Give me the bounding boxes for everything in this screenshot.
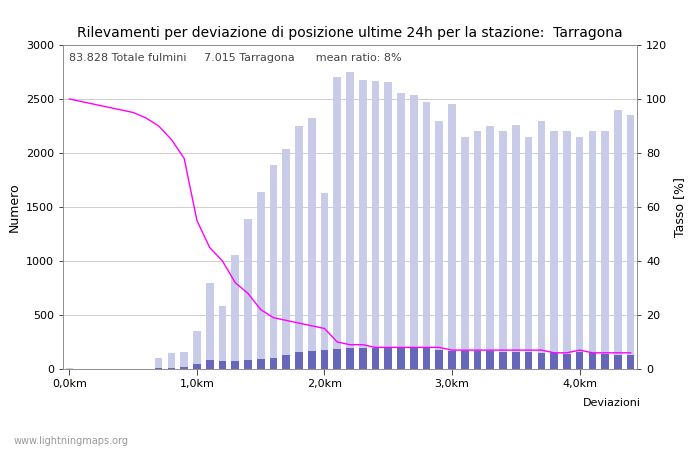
Bar — [410, 347, 418, 369]
Bar — [563, 354, 570, 369]
Bar — [448, 104, 456, 369]
Bar — [257, 192, 265, 369]
Bar — [155, 358, 162, 369]
Bar — [626, 115, 634, 369]
Bar — [384, 348, 392, 369]
Bar — [167, 368, 175, 369]
Text: www.lightningmaps.org: www.lightningmaps.org — [14, 436, 129, 446]
Bar — [218, 306, 226, 369]
Bar — [359, 80, 367, 369]
Bar — [397, 93, 405, 369]
Bar — [333, 349, 341, 369]
Bar — [270, 165, 277, 369]
Bar — [218, 361, 226, 369]
Bar — [308, 118, 316, 369]
Bar — [474, 351, 482, 369]
Bar — [499, 352, 507, 369]
Bar — [601, 131, 609, 369]
Bar — [167, 353, 175, 369]
Bar — [525, 137, 533, 369]
Bar — [423, 348, 430, 369]
Bar — [257, 359, 265, 369]
Bar — [448, 351, 456, 369]
Bar — [435, 121, 443, 369]
Bar — [346, 72, 354, 369]
Bar — [589, 353, 596, 369]
Bar — [321, 350, 328, 369]
Bar — [589, 131, 596, 369]
Bar — [550, 131, 558, 369]
Bar — [181, 367, 188, 369]
Bar — [308, 351, 316, 369]
Bar — [486, 351, 494, 369]
Bar — [232, 255, 239, 369]
Bar — [614, 110, 622, 369]
Bar — [512, 352, 519, 369]
Bar — [576, 137, 583, 369]
Bar — [397, 348, 405, 369]
Bar — [359, 348, 367, 369]
Text: Deviazioni: Deviazioni — [582, 398, 640, 408]
Bar — [461, 351, 468, 369]
Bar — [193, 364, 201, 369]
Title: Rilevamenti per deviazione di posizione ultime 24h per la stazione:  Tarragona: Rilevamenti per deviazione di posizione … — [77, 26, 623, 40]
Bar — [474, 131, 482, 369]
Bar — [486, 126, 494, 369]
Y-axis label: Numero: Numero — [7, 182, 20, 232]
Bar — [282, 355, 290, 369]
Bar — [295, 352, 303, 369]
Bar — [576, 352, 583, 369]
Bar — [244, 360, 252, 369]
Bar — [423, 102, 430, 369]
Bar — [435, 350, 443, 369]
Bar — [538, 121, 545, 369]
Bar — [384, 82, 392, 369]
Bar — [295, 126, 303, 369]
Bar — [512, 125, 519, 369]
Bar — [270, 358, 277, 369]
Bar — [525, 352, 533, 369]
Bar — [372, 348, 379, 369]
Bar — [232, 361, 239, 369]
Bar — [181, 352, 188, 369]
Bar — [346, 348, 354, 369]
Y-axis label: Tasso [%]: Tasso [%] — [673, 177, 686, 237]
Bar — [601, 354, 609, 369]
Bar — [563, 131, 570, 369]
Bar — [244, 219, 252, 369]
Bar — [282, 148, 290, 369]
Bar — [614, 355, 622, 369]
Bar — [410, 94, 418, 369]
Bar — [461, 137, 468, 369]
Bar — [499, 131, 507, 369]
Bar — [333, 77, 341, 369]
Bar — [550, 353, 558, 369]
Bar — [193, 331, 201, 369]
Text: 83.828 Totale fulmini     7.015 Tarragona      mean ratio: 8%: 83.828 Totale fulmini 7.015 Tarragona me… — [69, 53, 401, 63]
Bar — [206, 360, 214, 369]
Bar — [321, 193, 328, 369]
Bar — [626, 355, 634, 369]
Bar — [538, 353, 545, 369]
Bar — [206, 283, 214, 369]
Bar — [372, 81, 379, 369]
